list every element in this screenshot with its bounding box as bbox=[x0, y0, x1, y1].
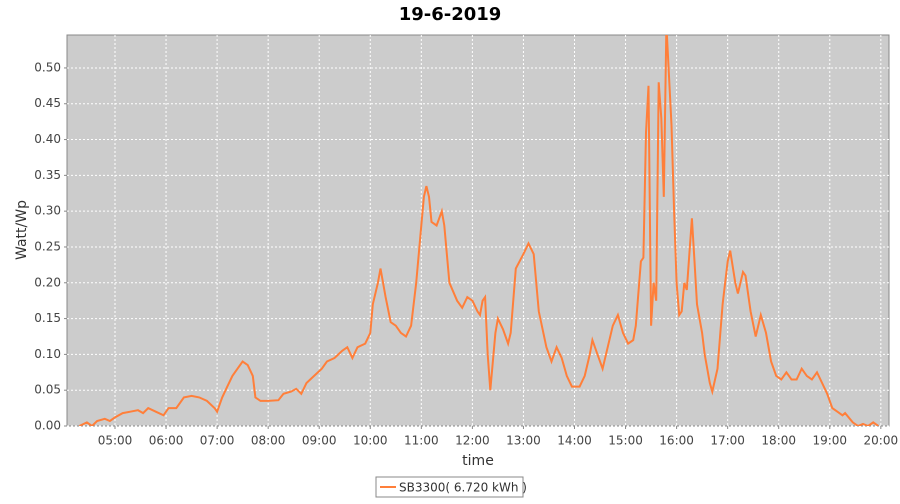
y-tick-label: 0.45 bbox=[34, 96, 61, 110]
legend: SB3300( 6.720 kWh ) bbox=[375, 476, 527, 498]
x-tick-label: 12:00 bbox=[455, 434, 490, 448]
x-tick-label: 09:00 bbox=[302, 434, 337, 448]
x-tick-label: 11:00 bbox=[404, 434, 439, 448]
x-tick-label: 05:00 bbox=[98, 434, 133, 448]
x-tick-label: 17:00 bbox=[710, 434, 745, 448]
y-tick-label: 0.05 bbox=[34, 383, 61, 397]
x-tick-label: 15:00 bbox=[608, 434, 643, 448]
y-tick-label: 0.10 bbox=[34, 347, 61, 361]
x-tick-label: 10:00 bbox=[353, 434, 388, 448]
y-tick-label: 0.30 bbox=[34, 204, 61, 218]
x-tick-label: 08:00 bbox=[251, 434, 286, 448]
plot-area bbox=[66, 34, 890, 427]
y-tick-label: 0.00 bbox=[34, 419, 61, 433]
x-tick-label: 07:00 bbox=[200, 434, 235, 448]
y-tick-label: 0.20 bbox=[34, 275, 61, 289]
legend-label: SB3300( 6.720 kWh ) bbox=[399, 481, 527, 495]
x-tick-label: 13:00 bbox=[506, 434, 541, 448]
y-tick-label: 0.25 bbox=[34, 239, 61, 253]
legend-box bbox=[375, 476, 524, 498]
x-tick-label: 20:00 bbox=[864, 434, 899, 448]
y-tick-label: 0.50 bbox=[34, 60, 61, 74]
y-tick-label: 0.15 bbox=[34, 311, 61, 325]
y-axis-label: Watt/Wp bbox=[14, 200, 30, 260]
data-line bbox=[78, 35, 879, 426]
y-tick-label: 0.40 bbox=[34, 132, 61, 146]
y-tick-label: 0.35 bbox=[34, 168, 61, 182]
x-tick-label: 19:00 bbox=[812, 434, 847, 448]
x-tick-label: 06:00 bbox=[149, 434, 184, 448]
chart-title: 19-6-2019 bbox=[399, 4, 502, 25]
x-tick-label: 18:00 bbox=[761, 434, 796, 448]
x-tick-label: 14:00 bbox=[557, 434, 592, 448]
x-tick-label: 16:00 bbox=[659, 434, 694, 448]
x-axis-label: time bbox=[462, 453, 494, 469]
